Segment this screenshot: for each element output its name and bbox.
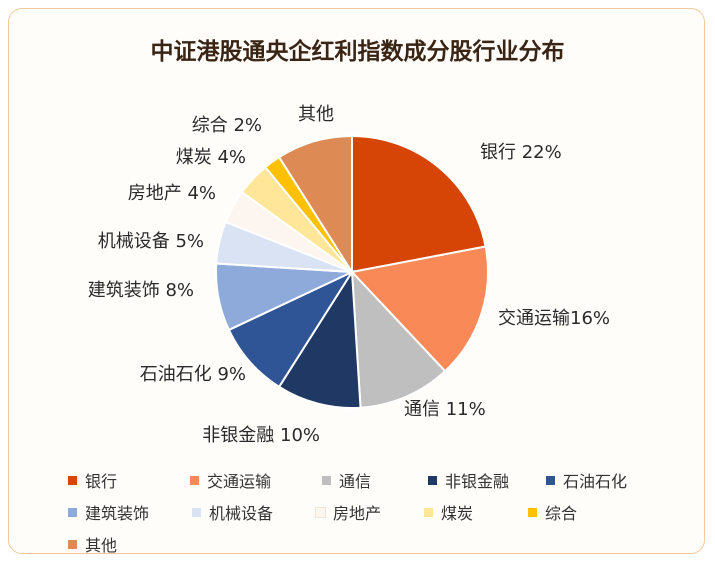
legend-item-9: 煤炭 <box>424 502 514 523</box>
legend-swatch <box>68 507 77 517</box>
legend-label: 建筑装饰 <box>85 504 150 523</box>
pie-slice-1 <box>351 134 487 274</box>
pie-chart: 银行 22% 交通运输16% 通信 11% 非银金融 10% 石油石化 9% 建筑装饰 8… <box>88 104 610 446</box>
chart-legend: 银行 交通运输 通信 非银金融 石油石化建筑装饰 机械设备 房地产 煤炭 综合其他 <box>68 470 698 555</box>
legend-item-3: 通信 <box>322 470 414 491</box>
legend-swatch <box>315 506 326 518</box>
legend-swatch <box>424 507 433 517</box>
legend-swatch <box>192 507 201 517</box>
legend-label: 银行 <box>85 472 118 491</box>
slice-label-8: 房地产 4% <box>128 183 216 204</box>
legend-item-6: 建筑装饰 <box>68 502 178 523</box>
slice-label-3: 通信 11% <box>404 399 486 420</box>
slice-label-1: 银行 22% <box>480 142 562 163</box>
legend-label: 煤炭 <box>441 504 474 523</box>
legend-swatch <box>546 475 555 485</box>
slice-label-6: 建筑装饰 8% <box>88 280 194 301</box>
slice-label-9: 煤炭 4% <box>176 147 246 168</box>
pie-slice-2 <box>350 245 489 373</box>
slice-label-2: 交通运输16% <box>498 308 610 329</box>
legend-label: 交通运输 <box>207 472 272 491</box>
legend-item-2: 交通运输 <box>190 470 308 491</box>
legend-item-8: 房地产 <box>315 502 410 523</box>
legend-swatch <box>428 475 437 485</box>
legend-swatch <box>68 539 77 549</box>
legend-item-10: 综合 <box>528 502 618 523</box>
legend-label: 非银金融 <box>445 472 510 491</box>
slice-label-5: 石油石化 9% <box>140 364 246 385</box>
pie-slice-4 <box>277 268 362 409</box>
pie-slice-3 <box>350 269 447 409</box>
legend-swatch <box>528 507 537 517</box>
slice-label-10: 综合 2% <box>192 115 262 136</box>
legend-label: 房地产 <box>333 504 382 523</box>
legend-item-7: 机械设备 <box>192 502 302 523</box>
legend-swatch <box>190 475 199 485</box>
legend-item-11: 其他 <box>68 534 158 555</box>
legend-swatch <box>68 475 77 485</box>
slice-label-11: 其他 <box>298 104 334 125</box>
legend-item-4: 非银金融 <box>428 470 532 491</box>
chart-title: 中证港股通央企红利指数成分股行业分布 <box>150 39 565 65</box>
legend-item-5: 石油石化 <box>546 470 650 491</box>
legend-swatch <box>322 475 331 485</box>
legend-label: 其他 <box>85 536 118 555</box>
slice-label-7: 机械设备 5% <box>98 231 204 252</box>
legend-label: 机械设备 <box>209 504 274 523</box>
legend-label: 通信 <box>339 472 372 491</box>
slice-label-4: 非银金融 10% <box>202 425 320 446</box>
legend-label: 综合 <box>545 504 578 523</box>
legend-label: 石油石化 <box>563 472 628 491</box>
legend-item-1: 银行 <box>68 470 176 491</box>
pie-slice-11 <box>277 134 353 276</box>
